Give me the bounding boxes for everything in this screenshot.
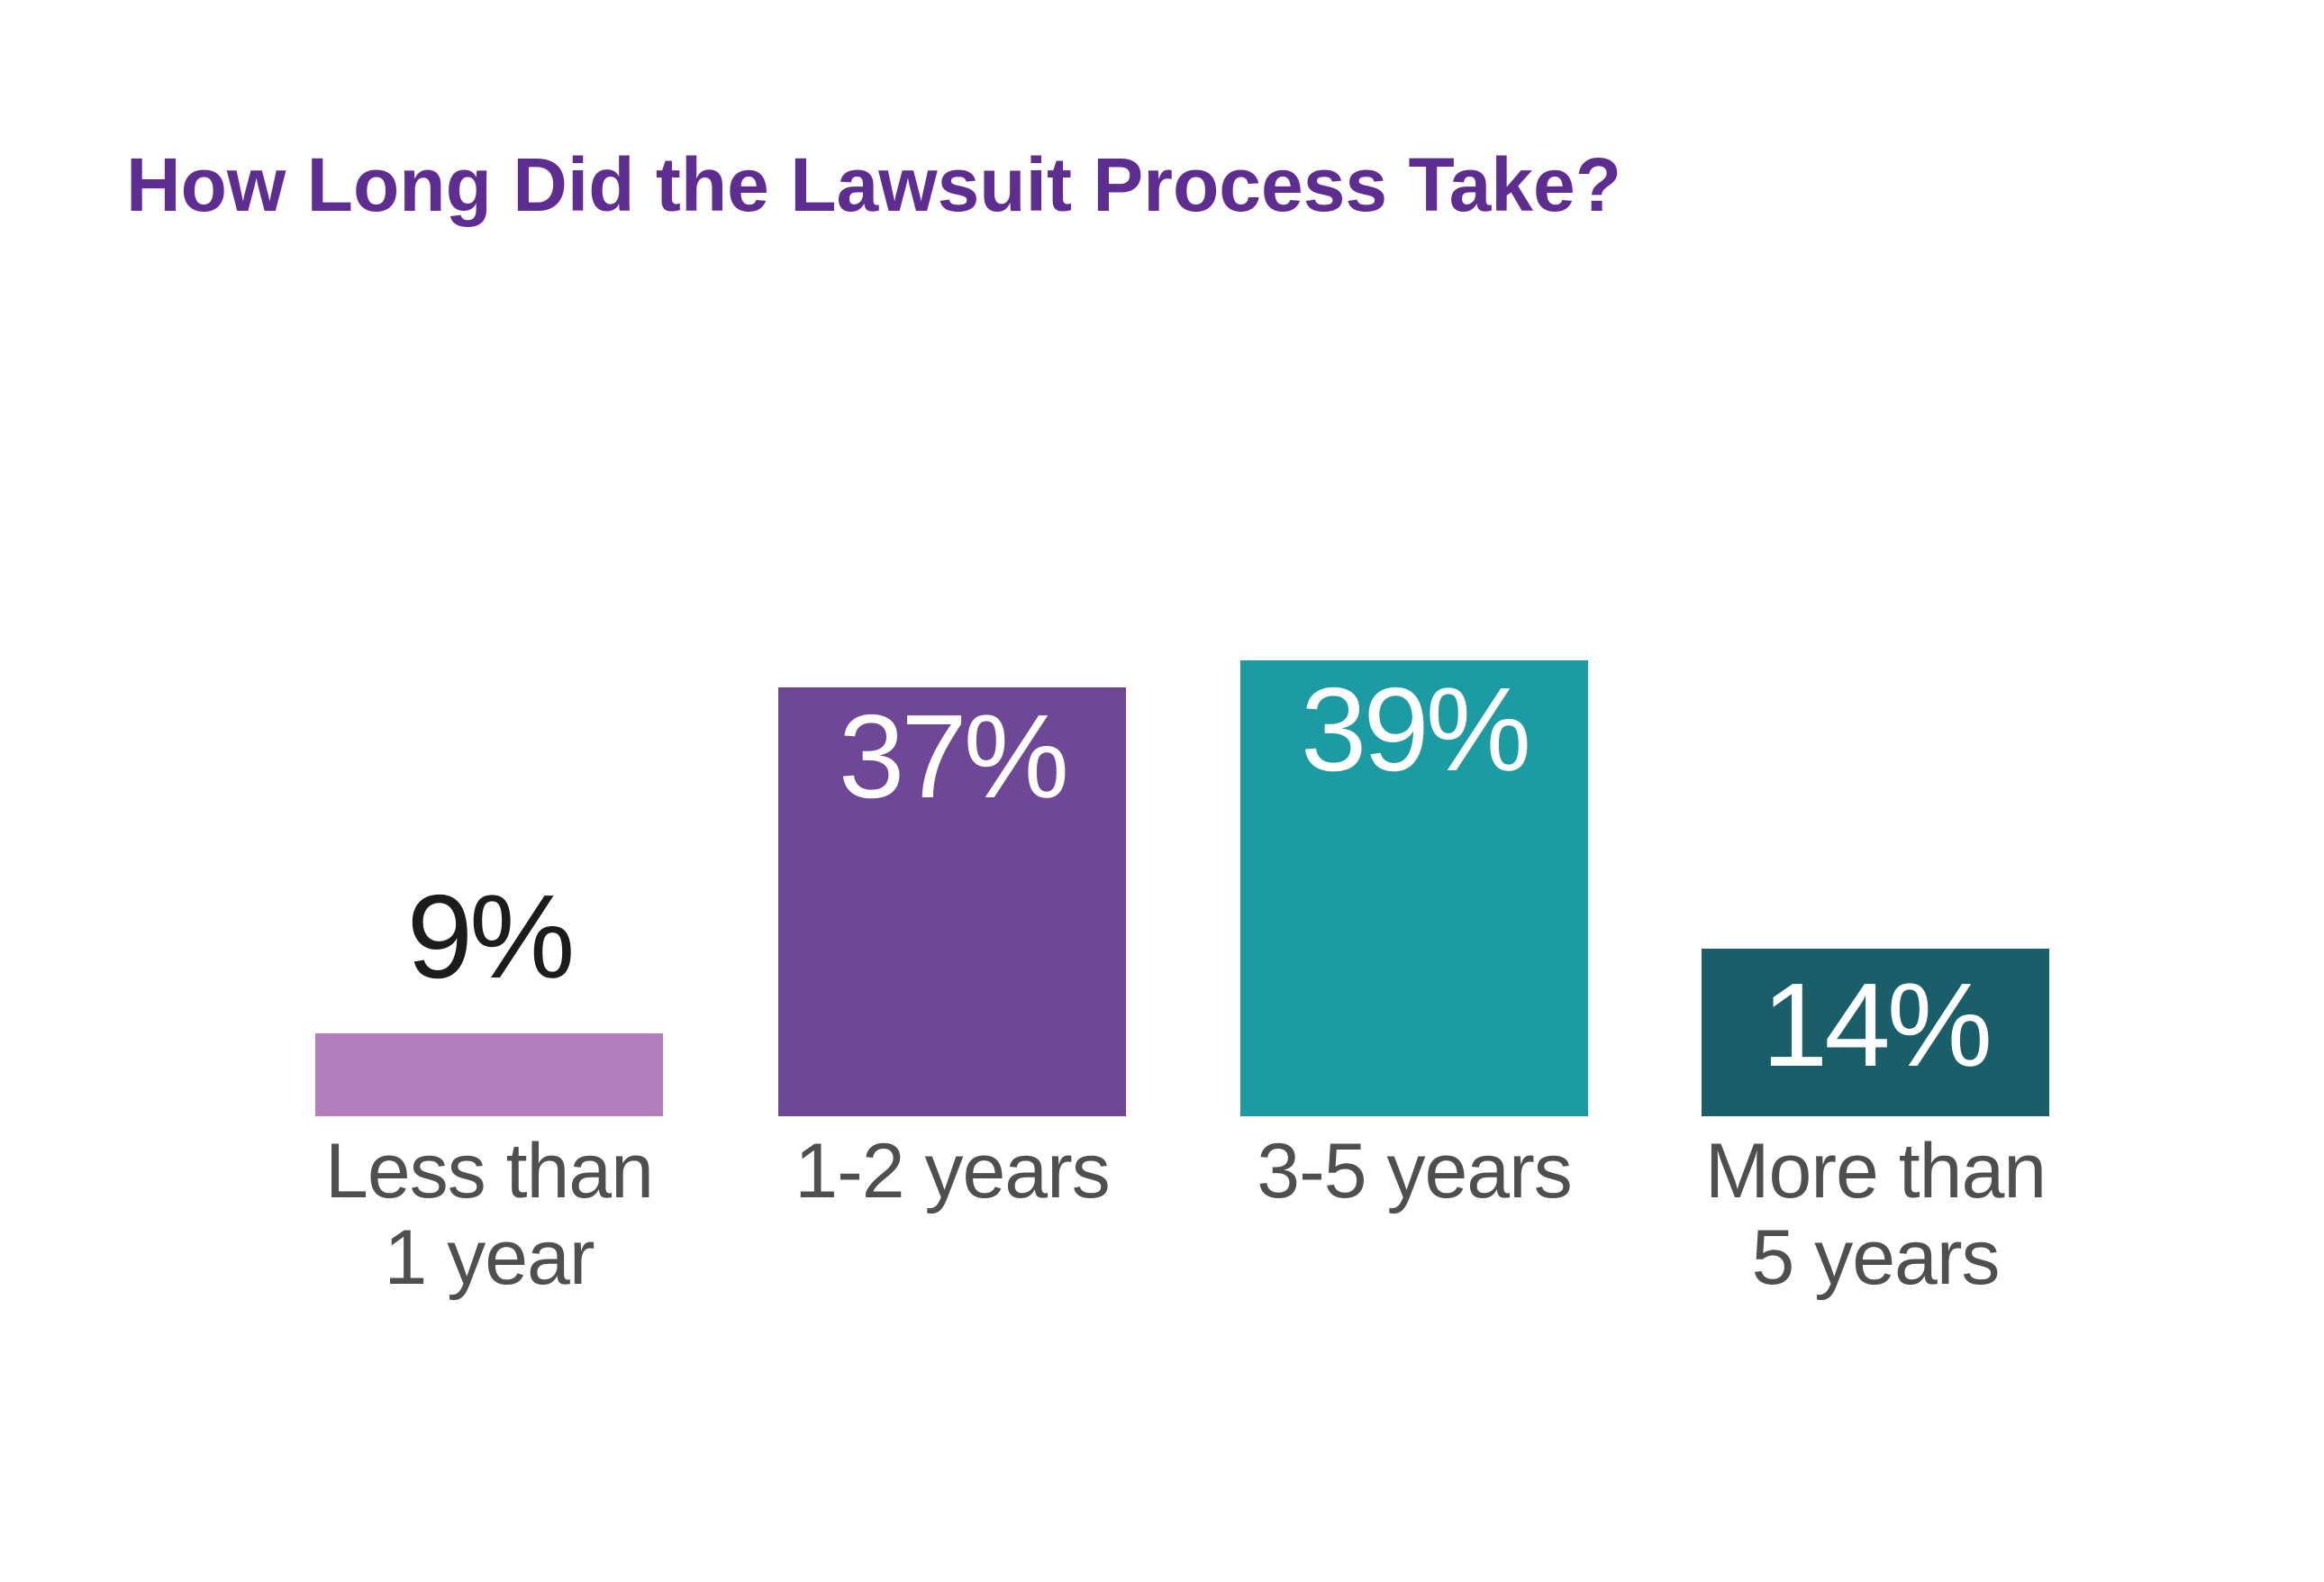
chart-title: How Long Did the Lawsuit Process Take? [126, 142, 1622, 228]
value-label-less-than-1-year: 9% [406, 870, 576, 1003]
value-label-more-than-5-years: 14% [1761, 959, 1993, 1091]
value-label-1-2-years: 37% [838, 690, 1069, 823]
bar-3-5-years [1240, 660, 1588, 1116]
category-label-3-5-years: 3-5 years [1257, 1128, 1573, 1214]
bar-more-than-5-years [1702, 949, 2049, 1116]
value-label-3-5-years: 39% [1300, 663, 1531, 796]
category-label-less-than-1-year: Less than 1 year [325, 1128, 654, 1302]
bar-1-2-years [778, 687, 1126, 1116]
category-label-more-than-5-years: More than 5 years [1704, 1128, 2047, 1302]
category-label-1-2-years: 1-2 years [794, 1128, 1111, 1214]
bar-less-than-1-year [315, 1033, 663, 1116]
